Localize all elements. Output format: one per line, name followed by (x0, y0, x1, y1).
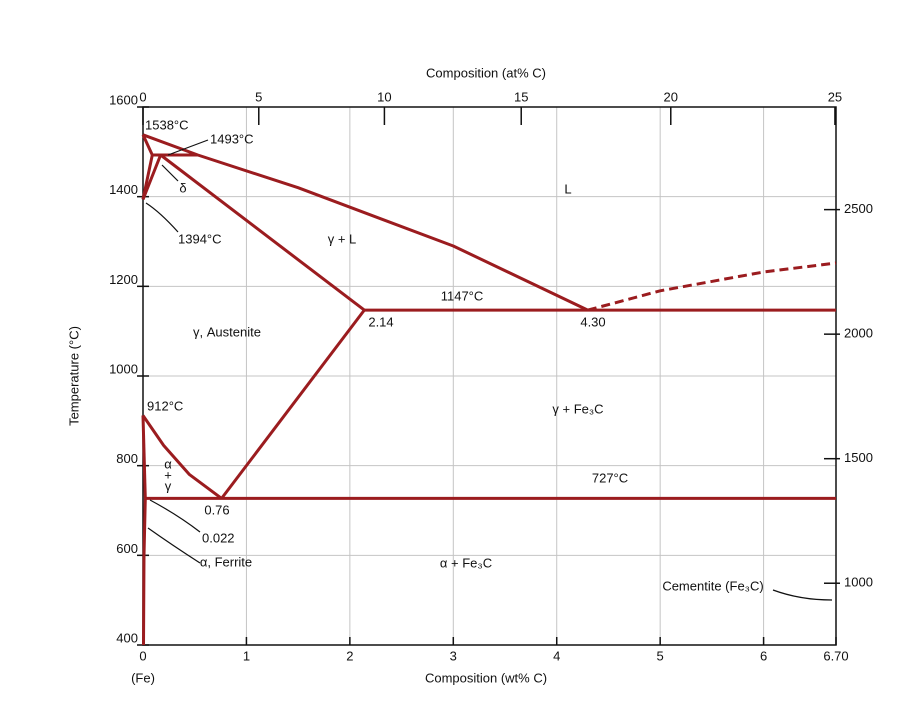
annotation: 2.14 (368, 314, 393, 329)
x-axis-title: Composition (wt% C) (425, 670, 547, 685)
annotation: Cementite (Fe₃C) (662, 578, 763, 593)
annotation: γ + Fe₃C (552, 401, 603, 416)
annotation: γ + L (328, 231, 357, 246)
arrow (161, 164, 179, 182)
annotation: α (164, 456, 172, 471)
annotation: 0.022 (202, 530, 235, 545)
annotation: 0.76 (204, 502, 229, 517)
arrow (167, 139, 209, 156)
y-tick-label: 1200 (109, 272, 138, 287)
x2-tick-label: 5 (255, 89, 262, 104)
arrow (772, 589, 833, 601)
annotation: + (164, 467, 172, 482)
y2-tick-label: 1500 (844, 450, 873, 465)
y2-tick-label: 1000 (844, 575, 873, 590)
y-tick-label: 800 (116, 451, 138, 466)
arrow (149, 499, 201, 533)
phase-boundary (141, 154, 162, 200)
annotation: 1147°C (441, 288, 484, 303)
x-tick-label: 6 (760, 648, 767, 663)
x-tick-label: 1 (243, 648, 250, 663)
phase-boundary (141, 134, 154, 156)
y-tick-label: 600 (116, 541, 138, 556)
arrow (145, 202, 179, 233)
annotation: γ, Austenite (193, 324, 261, 339)
y-tick-label: 400 (116, 630, 138, 645)
phase-boundary (142, 133, 589, 312)
annotation: α + Fe₃C (440, 555, 492, 570)
x-axis-note: (Fe) (131, 670, 155, 685)
plot-frame (142, 106, 837, 646)
x2-tick-label: 10 (377, 89, 391, 104)
x2-tick-label: 20 (664, 89, 678, 104)
annotation: 912°C (147, 398, 183, 413)
x-tick-label: 6.70 (823, 648, 848, 663)
y2-tick-label: 2000 (844, 326, 873, 341)
phase-boundary (141, 414, 223, 500)
x-tick-label: 0 (139, 648, 146, 663)
phase-boundary (587, 261, 837, 312)
y-tick-label: 1600 (109, 92, 138, 107)
y-axis-title: Temperature (°C) (66, 326, 81, 426)
y-tick-label: 1000 (109, 361, 138, 376)
phase-boundary (220, 309, 366, 500)
annotation: 4.30 (580, 314, 605, 329)
phase-boundary (159, 153, 366, 312)
annotation: 1538°C (145, 117, 189, 132)
x2-tick-label: 25 (828, 89, 842, 104)
arrow (147, 527, 201, 564)
x2-tick-label: 15 (514, 89, 528, 104)
x-tick-label: 3 (450, 648, 457, 663)
x-tick-label: 4 (553, 648, 560, 663)
annotation: α, Ferrite (200, 554, 252, 569)
x-tick-label: 2 (346, 648, 353, 663)
x-tick-label: 5 (657, 648, 664, 663)
y-tick-label: 1400 (109, 182, 138, 197)
annotation: L (564, 181, 571, 196)
phase-boundary (141, 415, 147, 499)
x2-tick-label: 0 (139, 89, 146, 104)
annotation: δ (179, 180, 186, 195)
phase-boundary (142, 498, 147, 646)
y2-tick-label: 2500 (844, 201, 873, 216)
annotation: 727°C (592, 470, 628, 485)
x2-axis-title: Composition (at% C) (426, 65, 546, 80)
annotation: 1493°C (210, 131, 254, 146)
annotation: γ (165, 478, 172, 493)
annotation: 1394°C (178, 231, 222, 246)
